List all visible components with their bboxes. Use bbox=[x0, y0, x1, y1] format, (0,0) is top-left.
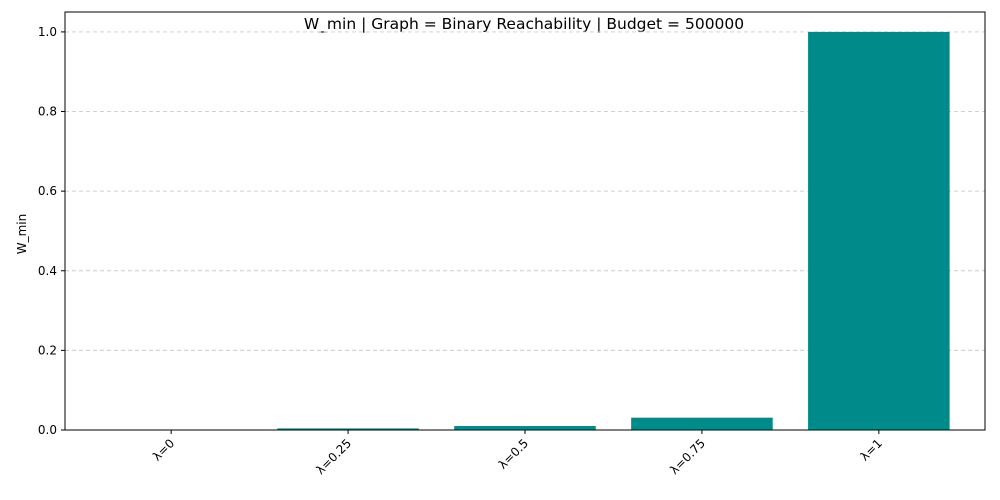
bar bbox=[808, 31, 950, 431]
y-tick-label: 0.2 bbox=[38, 343, 57, 357]
y-tick-label: 0.0 bbox=[38, 423, 57, 437]
plot-frame bbox=[64, 11, 986, 431]
y-axis-label: W_min bbox=[15, 214, 29, 255]
y-tick-label: 0.6 bbox=[38, 184, 57, 198]
chart-title: W_min | Graph = Binary Reachability | Bu… bbox=[304, 15, 744, 34]
y-tick-label: 0.4 bbox=[38, 264, 57, 278]
y-tick-label: 0.8 bbox=[38, 105, 57, 119]
x-tick-label: λ=0.25 bbox=[313, 436, 354, 477]
x-axis-ticks: λ=0 λ=0.25 λ=0.5 λ=0.75 λ=1 bbox=[150, 430, 885, 477]
bar bbox=[277, 428, 419, 430]
x-tick-label: λ=0.75 bbox=[667, 436, 708, 477]
bars bbox=[277, 31, 950, 431]
x-tick-label: λ=0 bbox=[150, 436, 177, 463]
x-tick-label: λ=1 bbox=[858, 436, 885, 463]
y-tick-label: 1.0 bbox=[38, 25, 57, 39]
bar bbox=[454, 426, 596, 430]
x-tick-label: λ=0.5 bbox=[496, 436, 532, 472]
bar bbox=[631, 417, 773, 430]
y-axis-ticks: 0.0 0.2 0.4 0.6 0.8 1.0 bbox=[38, 25, 65, 437]
